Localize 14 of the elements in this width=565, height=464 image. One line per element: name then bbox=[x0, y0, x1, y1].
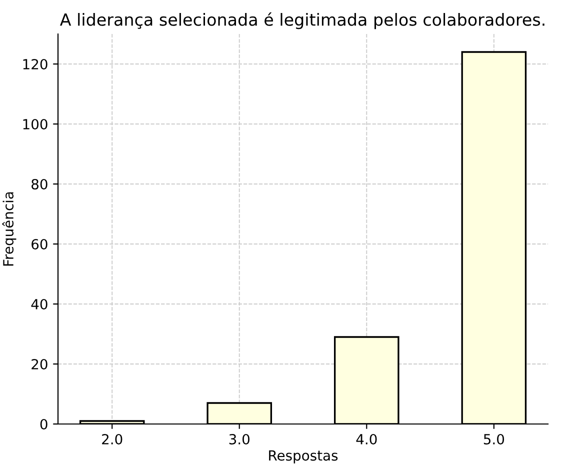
y-axis-title: Frequência bbox=[2, 192, 16, 266]
chart-title: A liderança selecionada é legitimada pelos colaboradores. bbox=[60, 12, 544, 30]
y-tick-label: 80 bbox=[32, 178, 48, 190]
x-tick-label: 3.0 bbox=[229, 434, 250, 444]
x-tick-label: 2.0 bbox=[102, 434, 122, 444]
y-tick-label: 20 bbox=[32, 358, 48, 370]
y-tick-label: 120 bbox=[23, 58, 48, 70]
x-tick-label: 5.0 bbox=[484, 434, 504, 444]
y-tick-label: 40 bbox=[31, 298, 48, 310]
x-tick-label: 4.0 bbox=[356, 434, 377, 444]
x-axis-title: Respostas bbox=[269, 450, 338, 464]
y-tick-label: 100 bbox=[23, 118, 48, 130]
y-tick-label: 0 bbox=[40, 418, 48, 430]
y-tick-label: 60 bbox=[32, 238, 48, 250]
